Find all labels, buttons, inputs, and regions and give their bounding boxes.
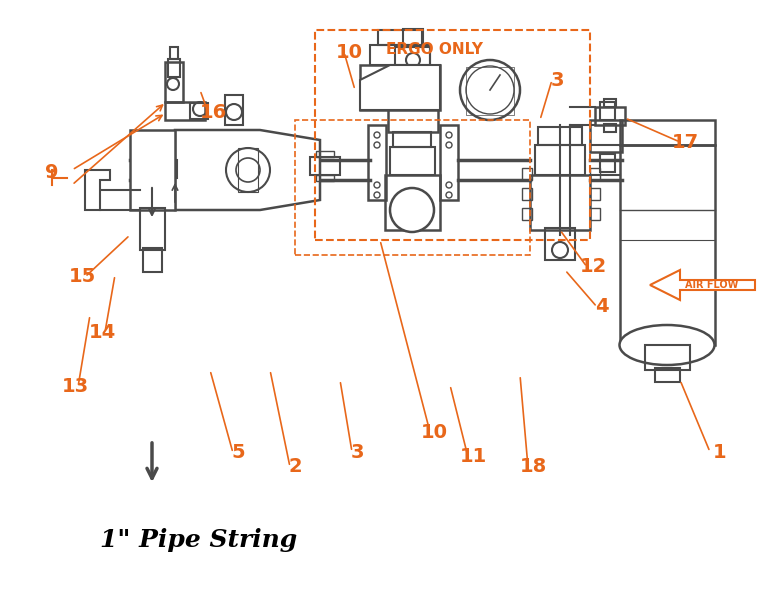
Bar	[225, 95, 243, 125]
Bar	[440, 125, 458, 200]
Bar	[530, 175, 590, 230]
Bar	[190, 103, 208, 119]
Bar	[403, 29, 423, 47]
Bar	[388, 77, 438, 132]
Text: 3: 3	[550, 70, 564, 89]
Bar	[620, 120, 715, 145]
Text: 11: 11	[459, 448, 487, 467]
Bar	[165, 102, 205, 120]
Text: 10: 10	[421, 422, 447, 442]
Ellipse shape	[390, 188, 434, 232]
Bar	[466, 67, 514, 115]
Text: 1: 1	[713, 443, 727, 461]
Bar	[370, 45, 430, 65]
Bar	[295, 120, 530, 255]
Text: 13: 13	[62, 377, 88, 397]
Bar	[604, 124, 616, 132]
Text: 3: 3	[351, 443, 363, 461]
Bar	[310, 157, 340, 175]
Bar	[238, 148, 258, 192]
Text: 2: 2	[288, 457, 302, 476]
Bar	[393, 132, 431, 147]
Polygon shape	[85, 170, 110, 210]
Bar	[590, 208, 600, 220]
Bar	[590, 120, 622, 152]
Bar	[170, 47, 178, 59]
Bar	[378, 30, 422, 45]
Bar	[595, 107, 625, 125]
Bar	[316, 151, 334, 157]
Text: 12: 12	[579, 257, 607, 277]
Polygon shape	[130, 130, 175, 210]
Bar	[140, 208, 165, 250]
Bar	[604, 99, 616, 107]
Bar	[645, 345, 690, 370]
Bar	[165, 62, 183, 102]
Text: AIR FLOW: AIR FLOW	[685, 280, 738, 290]
Text: ERGO ONLY: ERGO ONLY	[386, 43, 484, 58]
Bar	[316, 175, 334, 181]
Bar	[143, 248, 162, 272]
Text: 5: 5	[231, 443, 245, 463]
Bar	[395, 47, 430, 77]
Bar	[315, 30, 590, 240]
Text: 1" Pipe String: 1" Pipe String	[100, 528, 297, 552]
Bar	[368, 125, 386, 200]
Bar	[590, 188, 600, 200]
Bar	[538, 127, 582, 145]
Bar	[522, 208, 532, 220]
Bar	[162, 160, 177, 178]
Bar	[522, 188, 532, 200]
Text: 4: 4	[595, 298, 609, 317]
Bar	[535, 145, 585, 175]
Bar	[168, 59, 180, 77]
Text: 18: 18	[520, 457, 546, 476]
Ellipse shape	[620, 325, 715, 365]
Bar	[390, 147, 435, 175]
Bar	[600, 102, 615, 120]
Polygon shape	[650, 270, 755, 300]
Bar	[522, 168, 532, 180]
Bar	[620, 145, 715, 345]
Bar	[360, 65, 440, 110]
Bar	[590, 168, 600, 180]
Text: 9: 9	[45, 163, 59, 181]
Bar	[385, 175, 440, 230]
Text: 17: 17	[671, 133, 699, 151]
Polygon shape	[360, 65, 440, 110]
Text: 16: 16	[200, 103, 226, 121]
Text: 14: 14	[88, 323, 116, 341]
Bar	[545, 228, 575, 260]
Bar	[655, 368, 680, 382]
Bar	[600, 154, 615, 172]
Text: 15: 15	[69, 268, 95, 286]
Text: 10: 10	[335, 43, 363, 61]
Polygon shape	[175, 130, 320, 210]
